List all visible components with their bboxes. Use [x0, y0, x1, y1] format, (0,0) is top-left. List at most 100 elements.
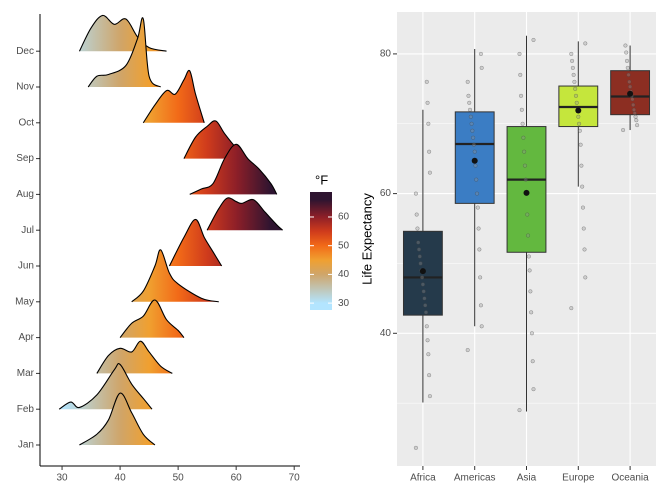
jitter-point: [413, 191, 418, 196]
ridge: [207, 197, 283, 231]
jitter-point: [625, 65, 630, 70]
jitter-point: [581, 226, 586, 231]
jitter-point: [583, 275, 588, 280]
jitter-point: [632, 111, 637, 116]
box: [454, 111, 495, 204]
jitter-point: [517, 51, 522, 56]
x-tick-label: 60: [231, 473, 243, 484]
y-tick-label: Nov: [16, 82, 34, 93]
x-tick-label: 50: [173, 473, 185, 484]
jitter-point: [570, 58, 575, 63]
jitter-point: [626, 72, 631, 77]
jitter-point: [576, 114, 581, 119]
jitter-point: [474, 177, 479, 182]
jitter-point: [425, 338, 430, 343]
ridge-outline: [78, 14, 167, 52]
jitter-point: [526, 233, 531, 238]
jitter-point: [479, 65, 484, 70]
ridge: [120, 299, 184, 338]
jitter-point: [413, 445, 418, 450]
jitter-point: [423, 310, 429, 315]
jitter-point: [478, 303, 483, 308]
jitter-point: [579, 163, 584, 168]
jitter-point: [477, 247, 482, 252]
jitter-point: [633, 114, 638, 119]
ridge-outline: [119, 299, 185, 338]
colorbar-title: °F: [315, 172, 328, 187]
jitter-point: [580, 184, 585, 189]
colorbar-label: 50: [338, 240, 350, 251]
y-tick-label: Feb: [17, 404, 35, 415]
jitter-point: [421, 289, 426, 294]
jitter-point: [420, 275, 425, 280]
x-tick-label: Africa: [410, 473, 436, 484]
ridge-outline: [142, 69, 205, 124]
jitter-point: [467, 100, 472, 105]
jitter-point: [631, 107, 637, 112]
jitter-point: [623, 43, 628, 48]
colorbar-label: 60: [338, 212, 350, 223]
ridge-outline: [168, 218, 223, 267]
jitter-point: [628, 84, 633, 89]
jitter-point: [465, 348, 470, 353]
jitter-point: [414, 212, 419, 217]
jitter-point: [624, 50, 629, 55]
jitter-point: [465, 79, 470, 84]
ridge: [131, 249, 219, 302]
jitter-point: [569, 306, 574, 311]
jitter-point: [624, 58, 630, 63]
colorbar-label: 40: [338, 269, 350, 280]
ridge-outline: [189, 143, 278, 195]
jitter-point: [577, 128, 582, 133]
y-tick-label: Apr: [18, 332, 34, 343]
jitter-point: [471, 135, 476, 140]
jitter-point: [528, 289, 533, 294]
jitter-point: [466, 93, 471, 98]
jitter-point: [472, 149, 477, 154]
jitter-point: [578, 142, 583, 147]
mean-point: [575, 107, 582, 114]
colorbar: [310, 192, 332, 310]
jitter-point: [423, 303, 428, 308]
jitter-point: [425, 100, 430, 105]
jitter-point: [582, 247, 587, 252]
y-tick-label: Mar: [17, 368, 35, 379]
jitter-point: [416, 247, 422, 252]
x-tick-label: Europe: [562, 473, 595, 484]
jitter-point: [417, 254, 422, 259]
ridge-outline: [58, 363, 153, 410]
jitter-point: [415, 226, 420, 231]
jitter-point: [519, 93, 524, 98]
jitter-point: [627, 79, 632, 84]
mean-point: [419, 268, 426, 275]
jitter-point: [424, 324, 429, 329]
x-tick-label: 30: [56, 473, 68, 484]
x-tick-label: 40: [115, 473, 127, 484]
jitter-point: [522, 163, 527, 168]
jitter-point: [573, 86, 578, 91]
x-tick-label: Asia: [517, 473, 537, 484]
jitter-point: [635, 123, 640, 128]
y-tick-label: Oct: [18, 117, 34, 128]
y-tick-label: Sep: [16, 153, 34, 164]
ridge-outline: [87, 17, 162, 88]
jitter-point: [621, 127, 626, 133]
jitter-point: [522, 149, 527, 154]
jitter-point: [518, 72, 523, 77]
mean-point: [627, 90, 634, 97]
jitter-point: [426, 121, 431, 126]
jitter-point: [569, 51, 574, 56]
y-tick-label: Jun: [18, 261, 34, 272]
jitter-point: [521, 135, 526, 140]
jitter-point: [520, 121, 525, 126]
jitter-point: [427, 149, 432, 154]
jitter-point: [469, 121, 474, 126]
jitter-point: [525, 212, 530, 217]
jitter-point: [418, 261, 423, 266]
jitter-point: [467, 107, 473, 112]
jitter-point: [473, 163, 478, 168]
ridge: [59, 363, 153, 410]
jitter-point: [476, 226, 481, 231]
ridge-outline: [79, 392, 156, 446]
ridge: [143, 70, 205, 123]
